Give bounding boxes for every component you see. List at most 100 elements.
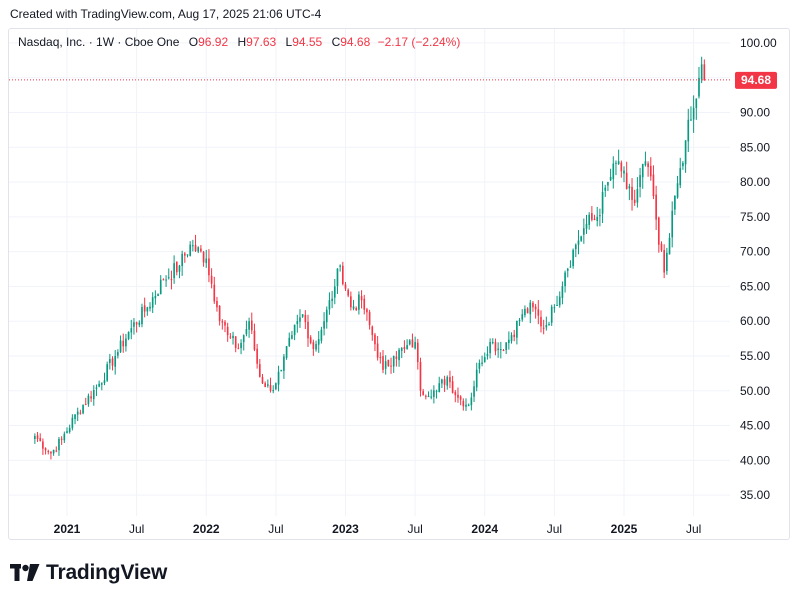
candle-body bbox=[296, 321, 299, 325]
candle-body bbox=[395, 356, 398, 359]
candle-body bbox=[422, 391, 424, 395]
time-tick-label: Jul bbox=[129, 522, 144, 536]
candle-body bbox=[232, 335, 234, 339]
candle-body bbox=[692, 107, 695, 120]
candle-body bbox=[309, 337, 312, 343]
candle-body bbox=[470, 397, 473, 406]
candle-body bbox=[532, 302, 534, 308]
open-value: 96.92 bbox=[198, 35, 229, 49]
candle-body bbox=[221, 321, 224, 323]
candle-body bbox=[387, 359, 390, 367]
candle-body bbox=[631, 186, 633, 200]
candle-body bbox=[138, 322, 141, 325]
candle-body bbox=[408, 340, 411, 345]
candle-body bbox=[245, 329, 248, 335]
candle-body bbox=[400, 348, 403, 351]
candle-body bbox=[558, 296, 561, 306]
candle-body bbox=[175, 261, 178, 273]
candle-body bbox=[352, 306, 355, 309]
candle-body bbox=[526, 308, 529, 314]
tradingview-logo[interactable]: TradingView bbox=[10, 561, 167, 585]
candle-body bbox=[293, 324, 296, 336]
candle-body bbox=[655, 194, 657, 220]
candle-body bbox=[644, 161, 647, 166]
candle-body bbox=[494, 342, 497, 352]
candle-body bbox=[288, 337, 291, 346]
candle-body bbox=[615, 162, 617, 164]
time-tick-label: Jul bbox=[686, 522, 701, 536]
candle-body bbox=[339, 265, 341, 267]
candle-body bbox=[267, 384, 269, 386]
candle-body bbox=[192, 245, 194, 247]
candle-body bbox=[671, 210, 674, 238]
candle-body bbox=[242, 335, 245, 343]
candle-body bbox=[433, 390, 435, 397]
last-price-badge bbox=[735, 71, 777, 89]
candle-body bbox=[529, 302, 532, 315]
candle-body bbox=[540, 316, 542, 327]
candle-body bbox=[92, 390, 95, 400]
candle-body bbox=[449, 377, 451, 383]
candle-body bbox=[625, 172, 628, 190]
candle-body bbox=[347, 289, 350, 296]
high-label: H bbox=[237, 35, 247, 49]
symbol-legend: Nasdaq, Inc. · 1W · Cboe One O96.92 H97.… bbox=[18, 35, 460, 49]
candle-body bbox=[609, 176, 612, 181]
candle-body bbox=[478, 362, 481, 369]
candle-body bbox=[657, 217, 660, 245]
candle-body bbox=[633, 199, 636, 203]
candle-body bbox=[213, 284, 216, 302]
candle-body bbox=[384, 361, 387, 369]
candle-body bbox=[178, 265, 181, 272]
candle-body bbox=[42, 441, 44, 449]
candle-body bbox=[446, 376, 449, 386]
candle-body bbox=[39, 438, 42, 442]
candle-body bbox=[508, 339, 510, 344]
candle-body bbox=[151, 297, 154, 308]
symbol-title[interactable]: Nasdaq, Inc. · 1W · Cboe One bbox=[18, 35, 180, 49]
candle-body bbox=[414, 342, 416, 349]
candle-body bbox=[154, 296, 157, 299]
candle-body bbox=[596, 216, 599, 222]
candle-body bbox=[250, 320, 253, 331]
candle-body bbox=[376, 343, 379, 358]
chart-frame[interactable] bbox=[8, 28, 790, 540]
candle-body bbox=[127, 332, 130, 339]
candle-body bbox=[636, 189, 639, 203]
price-axis: 35.00 40.00 45.00 50.00 55.00 60.00 65.00 70.00… bbox=[735, 36, 777, 502]
candle-body bbox=[106, 364, 108, 381]
candle-body bbox=[641, 164, 644, 178]
candle-body bbox=[317, 339, 320, 345]
candle-body bbox=[261, 377, 264, 384]
candle-body bbox=[569, 266, 572, 268]
candle-body bbox=[323, 321, 325, 329]
candle-body bbox=[336, 268, 339, 287]
last-price-label: 94.68 bbox=[741, 73, 771, 87]
time-tick-label: 2024 bbox=[471, 522, 498, 536]
candle-body bbox=[457, 394, 459, 398]
candle-body bbox=[617, 161, 620, 165]
candle-body bbox=[564, 272, 566, 287]
candle-body bbox=[392, 355, 395, 367]
candle-body bbox=[55, 450, 58, 452]
candle-body bbox=[398, 349, 400, 361]
candle-body bbox=[71, 417, 74, 429]
candle-body bbox=[425, 395, 427, 397]
price-tick-label: 45.00 bbox=[740, 419, 770, 433]
candle-body bbox=[87, 395, 90, 405]
candle-body bbox=[328, 300, 331, 310]
candle-body bbox=[459, 396, 462, 400]
candle-body bbox=[695, 98, 698, 108]
candle-body bbox=[253, 330, 256, 350]
candle-body bbox=[518, 320, 521, 322]
candle-body bbox=[441, 379, 443, 384]
candle-body bbox=[202, 252, 205, 263]
candle-body bbox=[277, 371, 280, 385]
candle-body bbox=[623, 170, 625, 174]
time-tick-label: 2021 bbox=[54, 522, 81, 536]
candle-body bbox=[111, 358, 114, 366]
candle-body bbox=[114, 355, 117, 367]
candle-body bbox=[90, 396, 92, 399]
candle-body bbox=[183, 253, 186, 256]
